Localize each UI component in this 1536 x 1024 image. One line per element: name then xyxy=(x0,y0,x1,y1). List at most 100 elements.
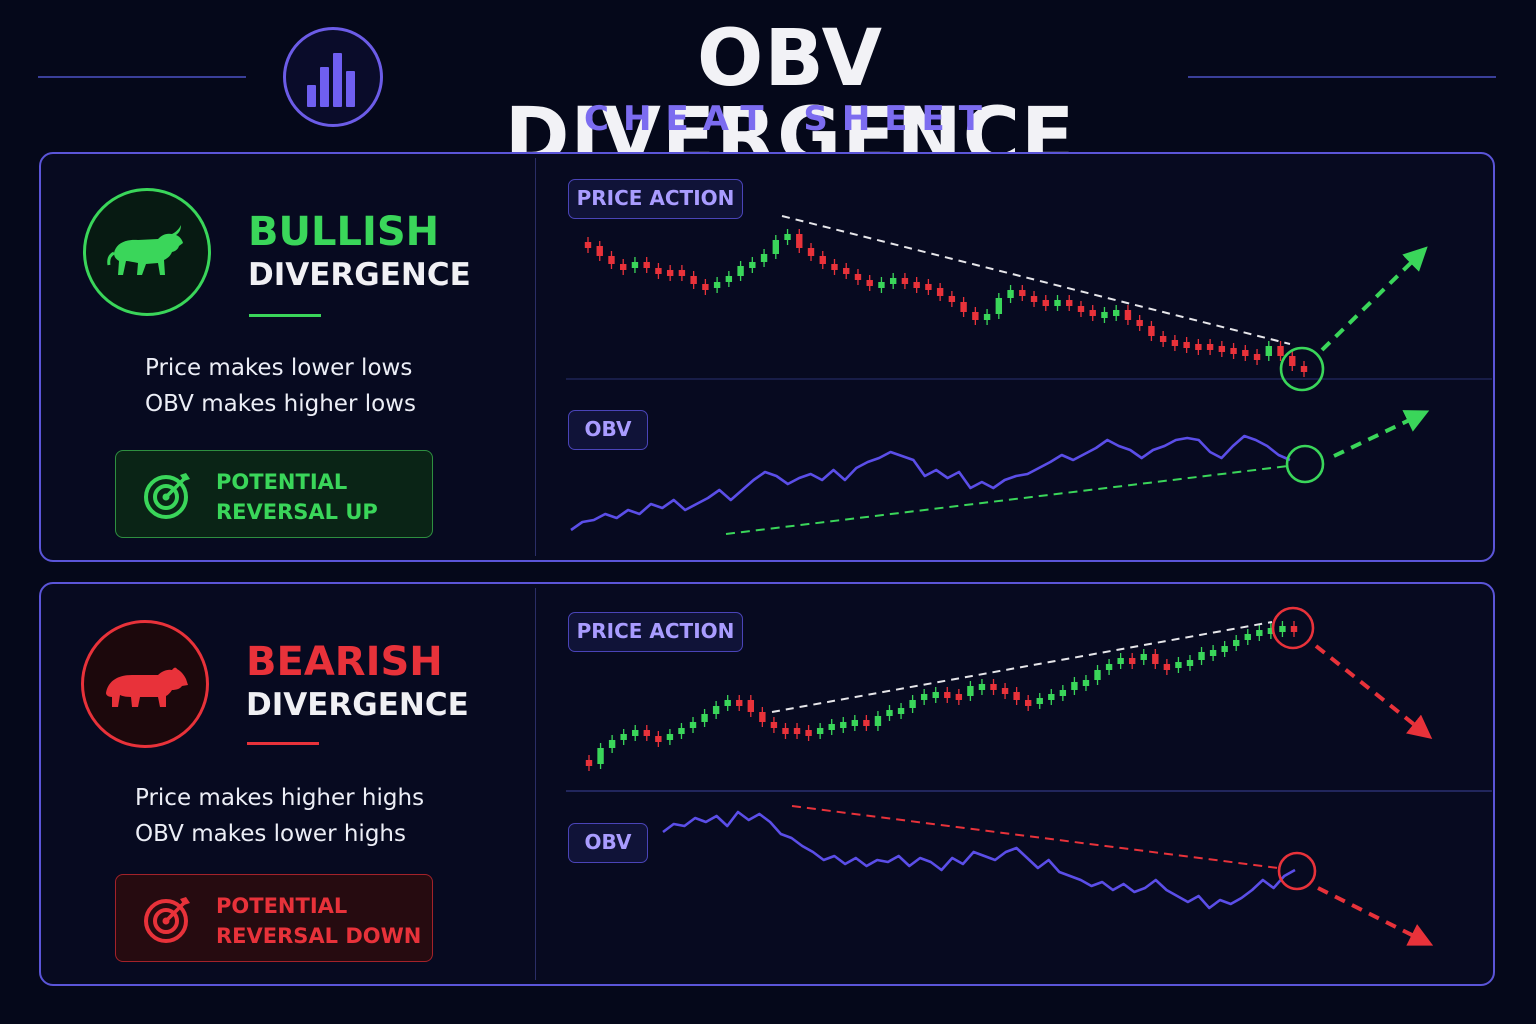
bearish-price-candle xyxy=(920,694,928,700)
bullish-price-candle xyxy=(1007,290,1014,298)
bearish-price-candle xyxy=(747,700,755,712)
bullish-price-candle xyxy=(1101,312,1108,318)
bearish-price-candle xyxy=(712,706,720,714)
bullish-price-candle xyxy=(1300,366,1308,372)
bearish-price-candle xyxy=(978,684,986,690)
bearish-price-candle xyxy=(1186,660,1194,666)
header-line-left xyxy=(38,76,246,78)
bear-icon xyxy=(106,667,188,707)
bearish-price-candle xyxy=(1059,690,1067,696)
bullish-price-candle xyxy=(936,288,944,296)
bearish-price-candle xyxy=(782,728,789,734)
bullish-price-candle xyxy=(1042,300,1049,306)
bearish-obv-tag: OBV xyxy=(568,823,648,863)
bullish-price-candle xyxy=(948,296,956,302)
bearish-price-candle xyxy=(1082,680,1090,686)
bullish-price-candle xyxy=(1124,310,1132,320)
bearish-price-candle xyxy=(897,708,905,714)
bullish-price-candle xyxy=(866,280,873,286)
bullish-price-candle xyxy=(819,256,826,264)
bullish-title: BULLISH xyxy=(248,209,440,255)
bearish-price-trendline xyxy=(771,621,1273,713)
bullish-price-candle xyxy=(631,262,639,268)
bearish-price-candle xyxy=(1140,654,1147,660)
bullish-price-candle xyxy=(983,314,991,320)
bearish-price-candle xyxy=(1244,634,1251,640)
bullish-subtitle: DIVERGENCE xyxy=(248,257,471,293)
bullish-price-candle xyxy=(1218,346,1226,352)
bearish-price-chart xyxy=(585,606,1433,771)
bullish-price-candle xyxy=(901,278,909,284)
bullish-price-candle xyxy=(878,282,885,288)
bearish-price-candle xyxy=(585,760,593,766)
bearish-price-candle xyxy=(655,736,662,742)
reversal-up-badge: POTENTIAL REVERSAL UP xyxy=(115,450,433,538)
bearish-price-candle xyxy=(597,748,604,764)
bullish-obv-tag: OBV xyxy=(568,410,648,450)
bearish-price-candle xyxy=(886,710,893,716)
bearish-price-candle xyxy=(689,722,697,728)
bullish-price-candle xyxy=(1112,310,1120,316)
bullish-price-candle xyxy=(1171,340,1179,346)
bullish-panel: BULLISH DIVERGENCE Price makes lower low… xyxy=(39,152,1495,562)
bearish-price-candle xyxy=(851,720,859,726)
panel-divider xyxy=(535,158,536,556)
bearish-panel: BEARISH DIVERGENCE Price makes higher hi… xyxy=(39,582,1495,986)
bearish-price-candle xyxy=(1163,664,1171,670)
bearish-price-signal-circle xyxy=(1271,606,1315,650)
bearish-price-candle xyxy=(724,700,731,706)
bearish-price-candle xyxy=(1117,658,1124,664)
bearish-obv-signal-circle xyxy=(1277,851,1317,891)
bullish-price-candle xyxy=(1253,354,1261,360)
bearish-obv-chart xyxy=(662,805,1434,946)
bearish-price-candle xyxy=(678,728,685,734)
bearish-price-candle xyxy=(620,734,627,740)
bullish-price-candle xyxy=(854,274,862,280)
bearish-price-candle xyxy=(701,714,708,722)
bearish-price-candle xyxy=(759,712,766,722)
bearish-desc-line-1: Price makes higher highs xyxy=(135,785,425,811)
bearish-price-candle xyxy=(1221,646,1228,652)
bullish-price-candle xyxy=(1148,326,1155,336)
bullish-price-candle xyxy=(690,276,697,284)
bearish-price-candle xyxy=(1094,670,1101,680)
bullish-price-candle xyxy=(702,284,709,290)
bearish-title: BEARISH xyxy=(246,639,443,685)
bearish-obv-line xyxy=(662,810,1296,910)
bullish-accent-line xyxy=(249,314,321,317)
bearish-price-candle xyxy=(1024,700,1032,706)
bullish-price-candle xyxy=(796,234,803,248)
bearish-price-candle xyxy=(1001,688,1009,694)
bullish-obv-up-arrow xyxy=(1333,410,1430,458)
bullish-price-candle xyxy=(843,268,850,274)
bearish-accent-line xyxy=(247,742,319,745)
bearish-price-candle xyxy=(666,734,674,740)
bullish-obv-chart xyxy=(570,410,1430,535)
bearish-description: Price makes higher highs OBV makes lower… xyxy=(135,780,424,852)
bearish-price-candle xyxy=(967,686,974,696)
bearish-desc-line-2: OBV makes lower highs xyxy=(135,821,406,847)
bearish-price-candle xyxy=(805,730,812,736)
bullish-price-candle xyxy=(1242,350,1249,356)
bullish-price-candle xyxy=(913,282,920,288)
bullish-price-chart xyxy=(584,215,1428,392)
bear-badge xyxy=(81,620,209,748)
bearish-price-candle xyxy=(643,730,650,736)
bullish-price-candle xyxy=(1159,336,1167,342)
target-icon xyxy=(144,897,190,943)
bearish-price-candle xyxy=(1175,662,1182,668)
bullish-price-candle xyxy=(1136,320,1143,326)
bearish-price-candle xyxy=(863,720,870,726)
bullish-price-candle xyxy=(737,266,744,276)
bearish-price-candle xyxy=(1048,694,1055,700)
reversal-up-line-2: REVERSAL UP xyxy=(216,500,378,524)
reversal-down-label: POTENTIAL REVERSAL DOWN xyxy=(216,891,421,951)
bullish-price-candle xyxy=(960,302,967,312)
reversal-up-line-1: POTENTIAL xyxy=(216,470,348,494)
bullish-price-candle xyxy=(1030,296,1038,302)
bullish-price-candle xyxy=(1289,356,1296,366)
bullish-price-candle xyxy=(925,284,932,290)
bearish-price-candle xyxy=(1128,658,1136,664)
bullish-price-candle xyxy=(620,264,627,270)
